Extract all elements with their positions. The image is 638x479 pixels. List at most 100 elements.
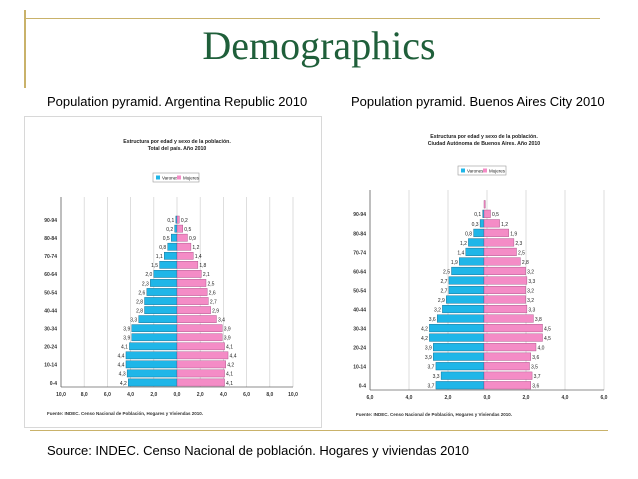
buenos-aires-bar-female <box>483 333 543 342</box>
argentina-bar-female <box>176 369 225 378</box>
argentina-value-label-male: 2,8 <box>136 299 143 305</box>
argentina-bar-female <box>176 333 223 342</box>
buenos-aires-value-label-female: 3,2 <box>527 269 534 275</box>
buenos-aires-bar-female <box>483 257 521 266</box>
argentina-bar-female <box>176 224 184 233</box>
argentina-value-label-female: 3,4 <box>218 317 225 323</box>
buenos-aires-legend-label-female: Mujeres <box>489 169 506 174</box>
buenos-aires-value-label-female: 2,5 <box>518 250 525 256</box>
buenos-aires-value-label-female: 3,2 <box>527 288 534 294</box>
buenos-aires-bar-female <box>483 247 517 256</box>
argentina-value-label-female: 3,9 <box>224 327 231 333</box>
buenos-aires-value-label-male: 3,9 <box>425 355 432 361</box>
argentina-bar-male <box>174 224 178 233</box>
argentina-bar-male <box>131 333 178 342</box>
argentina-bar-male <box>159 261 178 269</box>
argentina-value-label-male: 3,3 <box>130 317 137 323</box>
buenos-aires-bar-male <box>459 257 485 266</box>
buenos-aires-bar-female <box>483 276 528 285</box>
argentina-age-label: 40-44 <box>44 308 57 314</box>
argentina-bar-female <box>176 351 229 360</box>
argentina-subtitle: Total del país. Año 2010 <box>148 146 207 152</box>
argentina-value-label-female: 4,2 <box>227 363 234 369</box>
argentina-value-label-male: 2,0 <box>145 272 152 278</box>
buenos-aires-age-label: 30-34 <box>353 327 366 333</box>
buenos-aires-bar-female <box>483 200 486 209</box>
argentina-legend-label-male: Varones <box>162 176 179 181</box>
buenos-aires-bar-male <box>479 219 485 228</box>
argentina-value-label-male: 0,5 <box>163 236 170 242</box>
pyramid-buenos-aires-frame: Estructura por edad y sexo de la poblaci… <box>330 118 610 426</box>
argentina-title: Estructura por edad y sexo de la poblaci… <box>123 139 231 145</box>
buenos-aires-value-label-female: 3,5 <box>531 365 538 371</box>
source-note: Source: INDEC. Censo Nacional de poblaci… <box>47 443 470 458</box>
buenos-aires-value-label-female: 2,8 <box>522 260 529 266</box>
argentina-x-tick-label: 2,0 <box>150 392 157 398</box>
buenos-aires-x-tick-label: 0,0 <box>484 395 491 401</box>
argentina-value-label-female: 2,9 <box>212 308 219 314</box>
argentina-bar-male <box>125 351 178 360</box>
argentina-bar-male <box>144 306 178 314</box>
buenos-aires-age-label: 80-84 <box>353 231 366 237</box>
argentina-bar-female <box>176 242 192 251</box>
argentina-value-label-male: 4,3 <box>119 372 126 378</box>
argentina-value-label-female: 4,1 <box>226 372 233 378</box>
caption-argentina: Population pyramid. Argentina Republic 2… <box>47 94 308 109</box>
buenos-aires-bar-male <box>448 276 485 285</box>
buenos-aires-bar-male <box>468 238 485 247</box>
argentina-value-label-female: 4,4 <box>230 354 237 360</box>
argentina-x-tick-label: 10,0 <box>56 392 66 398</box>
argentina-bar-male <box>150 279 178 287</box>
decorative-vertical-line <box>24 10 26 88</box>
argentina-x-tick-label: 2,0 <box>197 392 204 398</box>
buenos-aires-bar-male <box>429 333 485 342</box>
argentina-x-tick-label: 4,0 <box>220 392 227 398</box>
argentina-value-label-male: 2,6 <box>138 290 145 296</box>
argentina-age-label: 60-64 <box>44 272 57 278</box>
argentina-bar-female <box>176 288 208 296</box>
argentina-bar-male <box>170 233 178 242</box>
pyramid-argentina-frame: Estructura por edad y sexo de la poblaci… <box>24 116 322 428</box>
buenos-aires-value-label-male: 3,3 <box>433 374 440 380</box>
argentina-value-label-female: 0,2 <box>181 218 188 224</box>
buenos-aires-subtitle: Ciudad Autónoma de Buenos Aires. Año 201… <box>428 141 541 147</box>
argentina-bar-male <box>167 242 178 251</box>
argentina-legend-label-female: Mujeres <box>183 176 200 181</box>
buenos-aires-x-tick-label: 4,0 <box>406 395 413 401</box>
argentina-bar-male <box>144 297 178 305</box>
argentina-age-label: 50-54 <box>44 290 57 296</box>
buenos-aires-bar-male <box>451 266 485 275</box>
argentina-bar-male <box>164 251 178 260</box>
argentina-bar-male <box>153 270 178 278</box>
buenos-aires-value-label-male: 3,7 <box>427 384 434 390</box>
buenos-aires-value-label-female: 3,7 <box>534 374 541 380</box>
buenos-aires-value-label-male: 0,3 <box>472 222 479 228</box>
argentina-value-label-female: 2,7 <box>210 299 217 305</box>
buenos-aires-bar-female <box>483 295 526 304</box>
buenos-aires-value-label-male: 4,2 <box>421 336 428 342</box>
argentina-value-label-male: 2,8 <box>136 308 143 314</box>
argentina-value-label-male: 0,8 <box>159 245 166 251</box>
buenos-aires-bar-male <box>435 362 485 371</box>
buenos-aires-bar-male <box>433 352 485 361</box>
argentina-value-label-female: 1,8 <box>199 263 206 269</box>
buenos-aires-age-label: 90-94 <box>353 212 366 218</box>
buenos-aires-value-label-male: 3,2 <box>434 307 441 313</box>
argentina-value-label-male: 0,2 <box>166 227 173 233</box>
buenos-aires-age-label: 40-44 <box>353 307 366 313</box>
argentina-bar-female <box>176 270 202 278</box>
argentina-value-label-female: 1,2 <box>192 245 199 251</box>
buenos-aires-bar-male <box>448 285 485 295</box>
buenos-aires-legend-box <box>457 165 507 176</box>
buenos-aires-bar-male <box>433 343 485 352</box>
argentina-bar-male <box>146 288 178 296</box>
slide-title: Demographics <box>202 23 436 68</box>
argentina-value-label-male: 4,2 <box>120 381 127 387</box>
argentina-x-tick-label: 0,0 <box>174 392 181 398</box>
argentina-bar-female <box>176 261 199 269</box>
argentina-value-label-female: 1,4 <box>195 254 202 260</box>
buenos-aires-value-label-female: 3,8 <box>535 317 542 323</box>
argentina-bar-female <box>176 215 180 224</box>
buenos-aires-x-tick-label: 6,0 <box>367 395 374 401</box>
buenos-aires-value-label-female: 3,6 <box>532 355 539 361</box>
